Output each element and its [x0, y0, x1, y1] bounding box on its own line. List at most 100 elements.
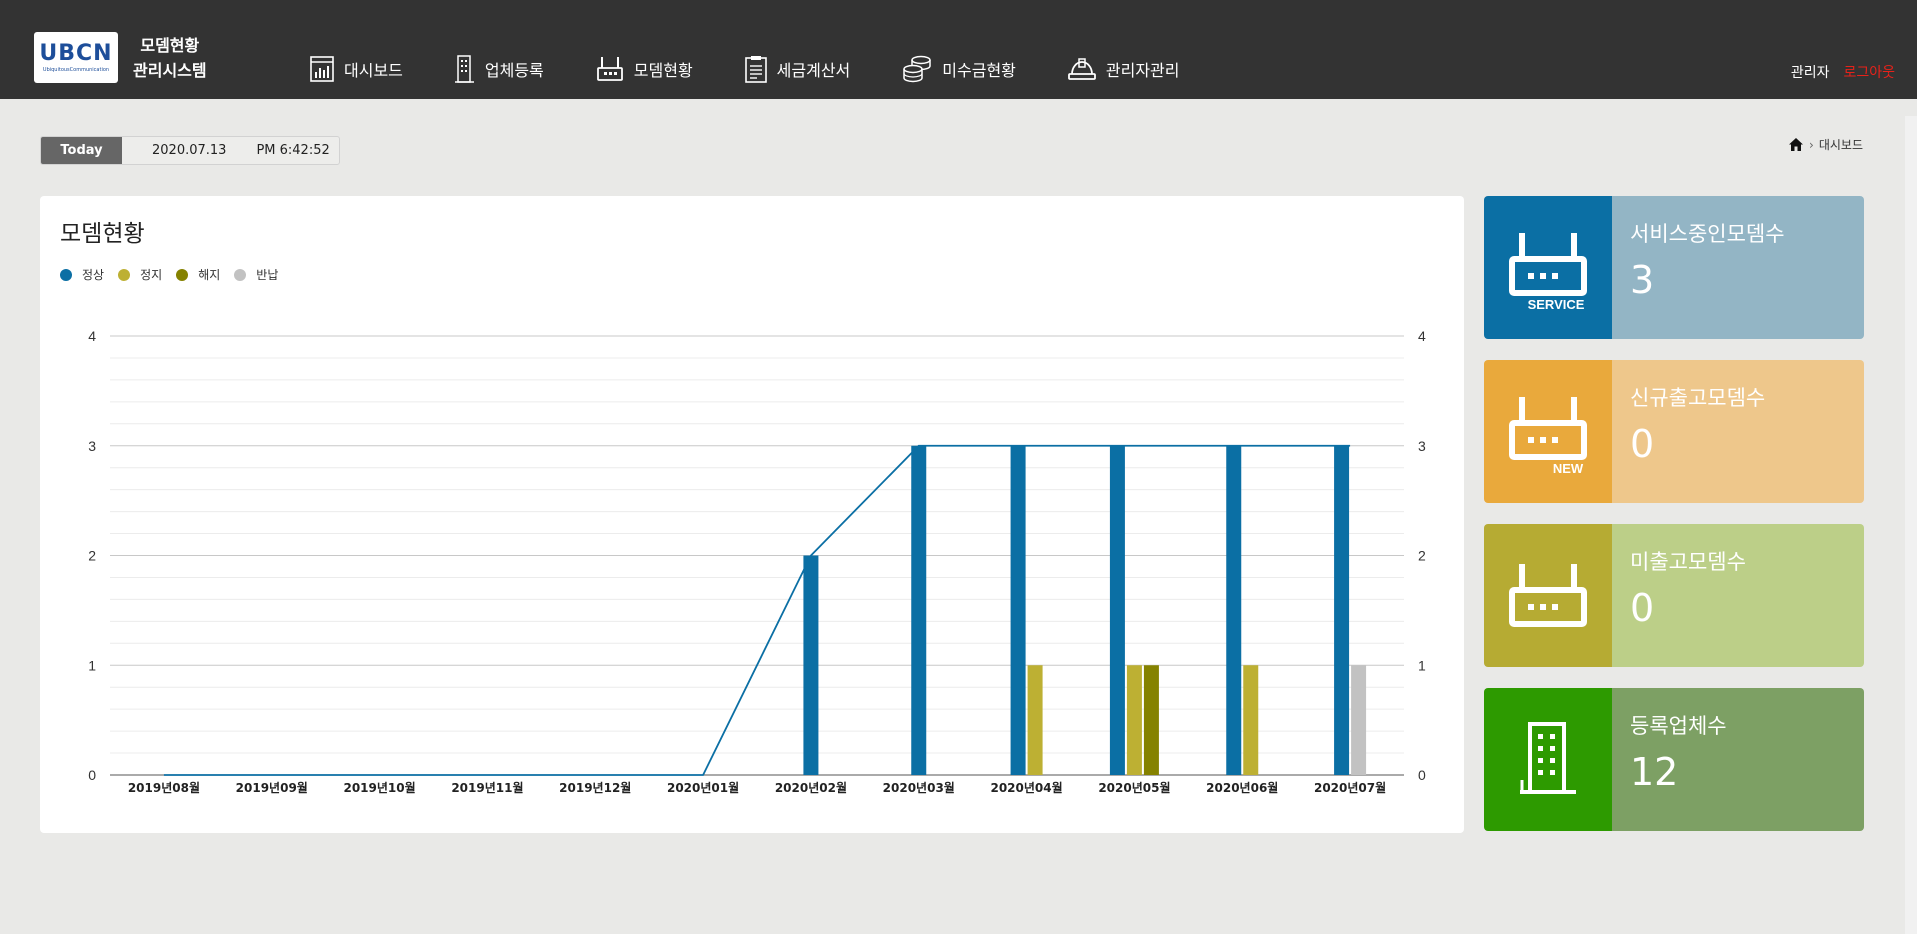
- bar: [1010, 445, 1026, 775]
- card-body: 등록업체수 12: [1612, 688, 1864, 831]
- bar: [1226, 445, 1242, 775]
- nav-item-admin-management[interactable]: 관리자관리: [1067, 56, 1180, 82]
- nav-label-dashboard: 대시보드: [344, 61, 403, 80]
- nav-label-admin-management: 관리자관리: [1105, 61, 1180, 80]
- legend-label: 반납: [256, 268, 279, 282]
- legend-dot-icon: [60, 268, 72, 281]
- bar: [911, 445, 927, 775]
- chart-title: 모뎀현황: [60, 221, 145, 247]
- nav-label-tax-invoice: 세금계산서: [776, 61, 851, 80]
- series-line: [163, 444, 1351, 776]
- legend-item[interactable]: 반납: [234, 266, 278, 283]
- coins-icon: [903, 55, 932, 83]
- bar: [803, 555, 819, 775]
- top-navigation-bar: UBCN UbiquitousCommunication 모뎀현황 관리시스템 …: [0, 0, 1917, 99]
- breadcrumb: › 대시보드: [1788, 136, 1863, 153]
- icon-tag-service: SERVICE: [1528, 297, 1585, 312]
- bar: [1243, 665, 1259, 775]
- card-service-modems[interactable]: SERVICE 서비스중인모뎀수 3: [1484, 196, 1864, 339]
- card-label-new: 신규출고모뎀수: [1630, 386, 1766, 410]
- app-title-line2: 관리시스템: [133, 61, 207, 80]
- y-tick-label-left: 0: [88, 767, 96, 783]
- x-tick-label: 2020년02월: [775, 780, 847, 795]
- card-icon-box: [1484, 524, 1612, 667]
- nav-item-modem-status[interactable]: 모뎀현황: [596, 56, 693, 82]
- x-tick-label: 2020년01월: [667, 780, 739, 795]
- today-label: Today: [41, 137, 122, 164]
- home-icon[interactable]: [1788, 137, 1804, 152]
- nav-item-receivables[interactable]: 미수금현황: [902, 55, 1016, 83]
- bar: [1126, 665, 1142, 775]
- router-icon: [1509, 563, 1587, 627]
- main-nav: 대시보드 업체등록 모뎀현황: [310, 52, 1232, 86]
- bar: [1027, 665, 1043, 775]
- y-tick-label-left: 4: [88, 328, 96, 344]
- card-registered-companies[interactable]: 등록업체수 12: [1484, 688, 1864, 831]
- router-service-icon: SERVICE: [1509, 232, 1587, 312]
- card-value-unshipped: 0: [1630, 586, 1655, 630]
- nav-label-company-register: 업체등록: [484, 61, 544, 80]
- nav-item-company-register[interactable]: 업체등록: [454, 55, 544, 83]
- card-label-unshipped: 미출고모뎀수: [1630, 550, 1746, 574]
- logo-text: UBCN: [39, 40, 113, 66]
- card-icon-box: SERVICE: [1484, 196, 1612, 339]
- card-icon-box: NEW: [1484, 360, 1612, 503]
- y-tick-label-right: 0: [1418, 767, 1426, 783]
- building-icon: [454, 55, 474, 83]
- nav-label-modem-status: 모뎀현황: [633, 61, 693, 80]
- dashboard-icon: [310, 56, 334, 82]
- router-new-icon: NEW: [1509, 396, 1587, 476]
- y-tick-label-right: 4: [1418, 328, 1426, 344]
- x-tick-label: 2020년07월: [1314, 780, 1386, 795]
- legend-label: 해지: [198, 268, 221, 282]
- bar: [1143, 665, 1159, 775]
- y-tick-label-right: 2: [1418, 548, 1426, 564]
- legend-label: 정지: [140, 268, 163, 282]
- card-body: 미출고모뎀수 0: [1612, 524, 1864, 667]
- x-tick-label: 2020년03월: [883, 780, 955, 795]
- card-new-modems[interactable]: NEW 신규출고모뎀수 0: [1484, 360, 1864, 503]
- nav-item-tax-invoice[interactable]: 세금계산서: [744, 55, 851, 83]
- helmet-icon: [1067, 58, 1096, 80]
- clipboard-icon: [744, 56, 767, 83]
- building-icon: [1520, 721, 1576, 794]
- x-tick-label: 2019년11월: [451, 780, 523, 795]
- legend-label: 정상: [82, 268, 105, 282]
- modem-status-chart-panel: 0 0 1 1 2 2 3 3 4 4 2019년08월 2019년09월 2019년10월 2019년1…: [40, 196, 1464, 833]
- today-date-bar: Today 2020.07.13 PM 6:42:52: [40, 136, 340, 165]
- icon-tag-new: NEW: [1553, 461, 1584, 476]
- page-scrollbar[interactable]: [1905, 116, 1917, 934]
- user-name: 관리자: [1790, 65, 1830, 81]
- current-date: 2020.07.13: [152, 143, 227, 158]
- card-unshipped-modems[interactable]: 미출고모뎀수 0: [1484, 524, 1864, 667]
- card-icon-box: [1484, 688, 1612, 831]
- router-icon: [596, 57, 623, 81]
- user-area: 관리자 로그아웃: [1791, 62, 1895, 82]
- app-title: 모뎀현황 관리시스템: [133, 33, 207, 83]
- bar: [1334, 445, 1350, 775]
- legend-dot-icon: [118, 268, 131, 281]
- legend-item[interactable]: 정지: [118, 266, 162, 283]
- x-tick-label: 2019년08월: [128, 780, 200, 795]
- x-tick-label: 2020년04월: [990, 780, 1062, 795]
- card-body: 서비스중인모뎀수 3: [1612, 196, 1864, 339]
- modem-status-chart: 0 0 1 1 2 2 3 3 4 4 2019년08월 2019년09월 2019년10월 2019년1…: [88, 328, 1426, 795]
- x-tick-label: 2019년12월: [559, 780, 631, 795]
- legend-item[interactable]: 정상: [60, 266, 104, 283]
- card-value-companies: 12: [1630, 750, 1679, 794]
- card-value-service: 3: [1630, 258, 1655, 302]
- legend-dot-icon: [234, 268, 247, 281]
- nav-label-receivables: 미수금현황: [942, 61, 1016, 80]
- bar: [1351, 665, 1367, 775]
- x-tick-label: 2020년06월: [1206, 780, 1278, 795]
- card-label-service: 서비스중인모뎀수: [1630, 222, 1785, 246]
- app-title-line1: 모뎀현황: [140, 36, 200, 55]
- logout-link[interactable]: 로그아웃: [1843, 65, 1895, 81]
- legend-dot-icon: [176, 268, 189, 281]
- chevron-right-icon: ›: [1809, 137, 1814, 152]
- x-tick-label: 2019년10월: [343, 780, 415, 795]
- nav-item-dashboard[interactable]: 대시보드: [310, 56, 403, 82]
- company-logo[interactable]: UBCN UbiquitousCommunication: [34, 32, 118, 83]
- y-tick-label-right: 1: [1418, 657, 1426, 673]
- legend-item[interactable]: 해지: [176, 266, 220, 283]
